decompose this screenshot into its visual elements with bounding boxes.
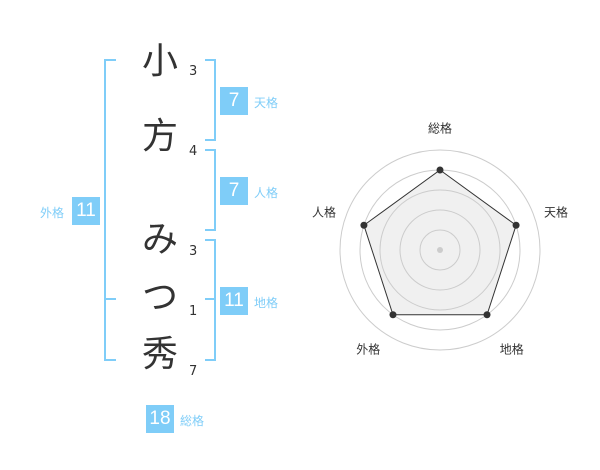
radar-axis-label: 人格: [311, 205, 336, 220]
name-char: つ: [141, 277, 178, 318]
radar-axis-label: 地格: [499, 342, 524, 357]
radar-ring: [379, 189, 501, 311]
radar-ring: [399, 209, 481, 291]
radar-axis-label: 天格: [544, 205, 569, 220]
radar-point: [436, 166, 444, 174]
tenkaku-label: 天格: [254, 96, 279, 110]
stroke-count: 4: [189, 144, 198, 159]
tenkaku-value: 7: [220, 87, 248, 115]
chikaku-value: 11: [220, 287, 248, 315]
radar-area: [363, 170, 517, 315]
radar-axis-label: 総格: [427, 121, 453, 136]
radar-ring: [339, 149, 541, 351]
radar-outline: [363, 169, 517, 316]
jinkaku-value: 7: [220, 177, 248, 205]
radar-point: [512, 221, 520, 229]
stroke-count: 3: [189, 64, 198, 79]
radar-ring: [419, 229, 461, 271]
chikaku-bracket: [205, 239, 216, 361]
stroke-count: 7: [189, 364, 198, 379]
soukaku-value: 18: [146, 405, 174, 433]
soukaku-label: 総格: [180, 414, 205, 428]
stroke-count: 1: [189, 304, 198, 319]
radar-axis-label: 外格: [356, 342, 381, 357]
jinkaku-label: 人格: [254, 186, 279, 200]
radar-point: [389, 311, 397, 319]
radar-center: [437, 247, 443, 253]
tenkaku-bracket: [205, 59, 216, 141]
gaikaku-value: 11: [72, 197, 100, 225]
name-char: 小: [141, 41, 178, 82]
gaikaku-bracket: [104, 59, 116, 361]
radar-point: [360, 221, 368, 229]
stroke-count: 3: [189, 244, 198, 259]
name-char: 秀: [141, 334, 178, 375]
jinkaku-bracket: [205, 149, 216, 231]
name-char: 方: [141, 116, 178, 157]
gaikaku-label: 外格: [40, 206, 65, 220]
radar-point: [483, 311, 491, 319]
name-char: み: [141, 219, 178, 260]
chikaku-label: 地格: [254, 296, 279, 310]
